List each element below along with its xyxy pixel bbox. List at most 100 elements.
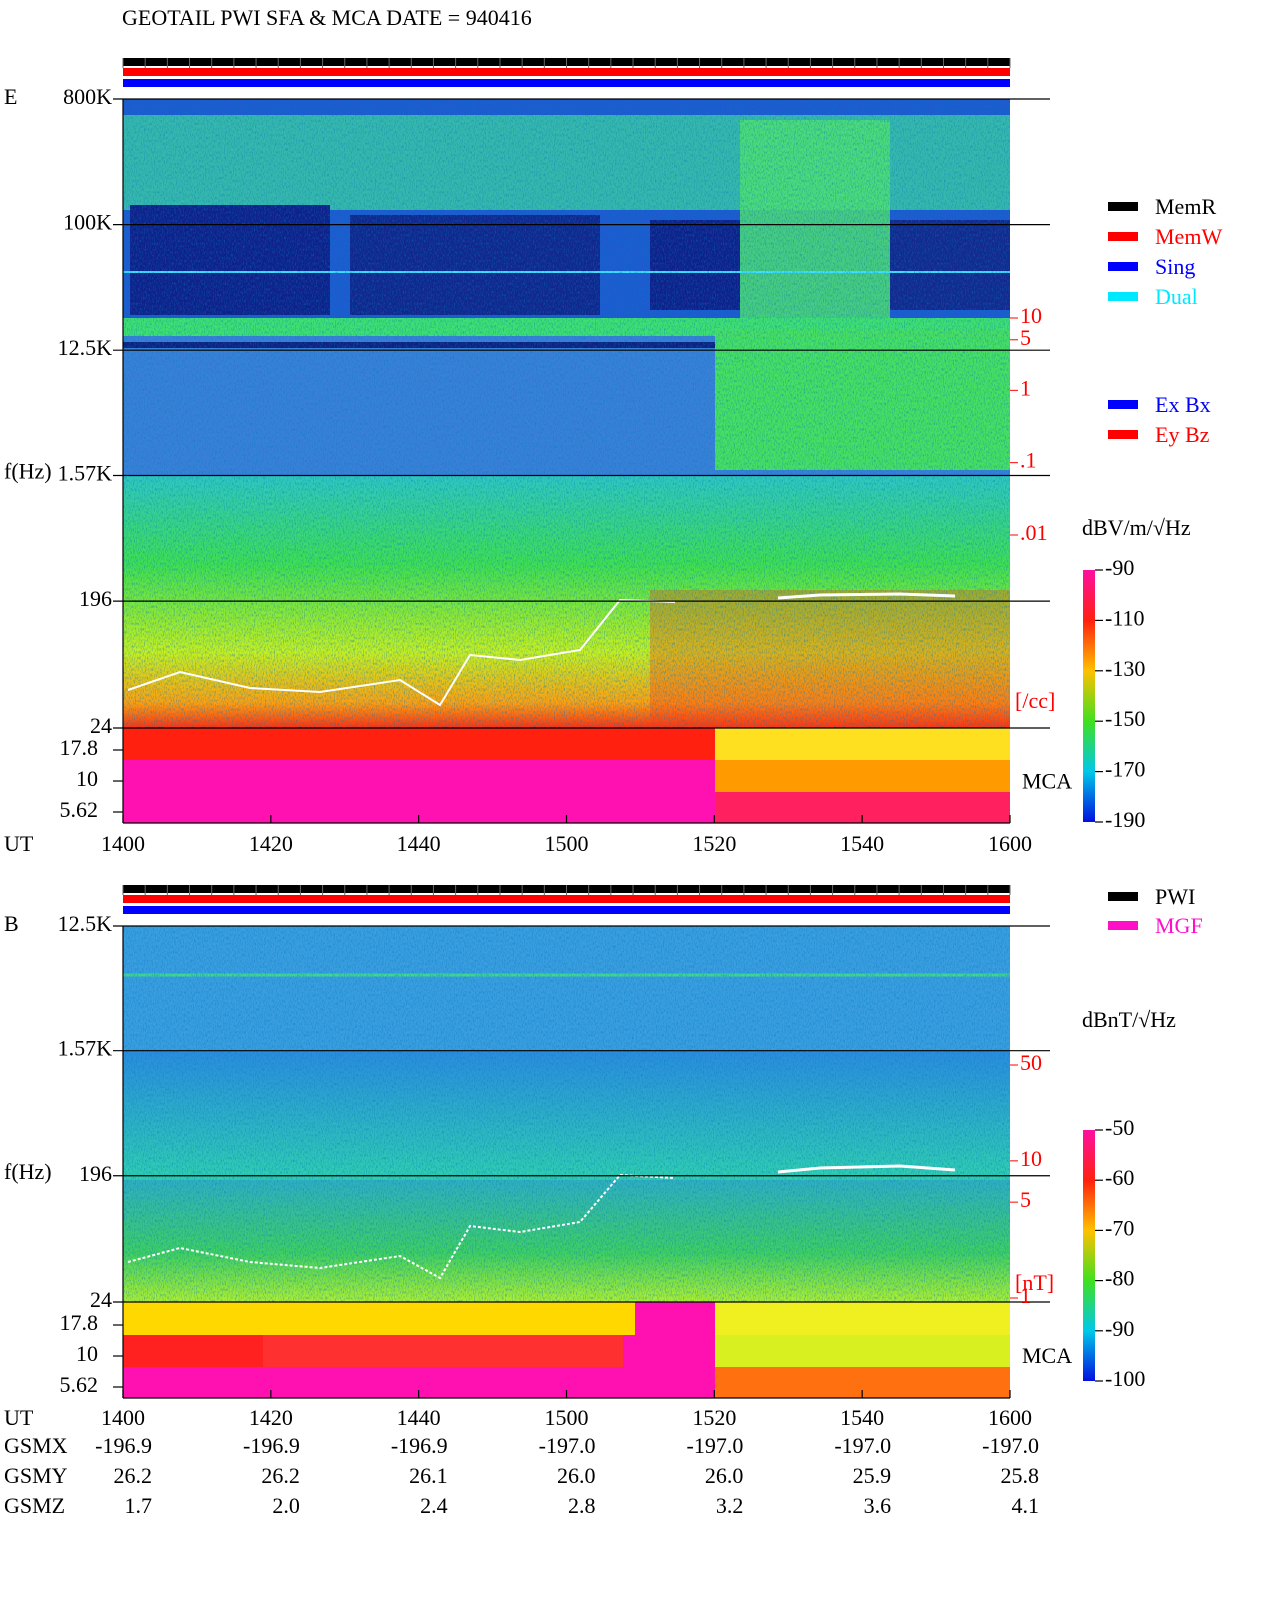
spectrogram-e (123, 99, 1010, 823)
x-tick-label: 1540 (840, 1405, 884, 1430)
legend-swatch (1108, 921, 1138, 930)
orbit-value: 26.1 (409, 1463, 448, 1488)
y-tick-label: 100K (63, 210, 112, 235)
legend-label: Sing (1155, 254, 1195, 279)
x-tick-label: 1400 (101, 831, 145, 856)
orbit-label: GSMY (4, 1463, 68, 1488)
orbit-value: 3.2 (716, 1493, 744, 1518)
orbit-value: -197.0 (539, 1433, 596, 1458)
orbit-value: 2.4 (420, 1493, 448, 1518)
x-tick-label: 1520 (692, 1405, 736, 1430)
orbit-value: 26.2 (261, 1463, 300, 1488)
x-tick-label: 1520 (692, 831, 736, 856)
colorbar-tick-label: -170 (1105, 757, 1145, 782)
colorbar (1083, 1130, 1095, 1381)
orbit-value: 3.6 (864, 1493, 892, 1518)
mca-tick-label: 17.8 (60, 735, 99, 760)
colorbar-tick-label: -60 (1105, 1165, 1134, 1190)
orbit-value: 26.0 (557, 1463, 596, 1488)
mca-tick-label: 5.62 (60, 1372, 99, 1397)
legend-swatch (1108, 430, 1138, 439)
orbit-value: 26.2 (114, 1463, 153, 1488)
colorbar-tick-label: -150 (1105, 706, 1145, 731)
spectrogram-b (123, 926, 1010, 1398)
orbit-value: -197.0 (687, 1433, 744, 1458)
colorbar-tick-label: -130 (1105, 656, 1145, 681)
panel-label: E (4, 84, 17, 109)
orbit-value: -196.9 (243, 1433, 300, 1458)
legend-label: MGF (1155, 913, 1203, 938)
orbit-value: 26.0 (705, 1463, 744, 1488)
orbit-value: -196.9 (391, 1433, 448, 1458)
mca-tick-label: 10 (76, 1341, 98, 1366)
orbit-value: 2.0 (272, 1493, 300, 1518)
y-tick-label: 800K (63, 84, 112, 109)
x-tick-label: 1440 (397, 1405, 441, 1430)
y2-tick-label: 10 (1020, 1146, 1042, 1171)
y2-tick-label: 5 (1020, 325, 1031, 350)
status-bar (123, 68, 1010, 76)
panel-label: B (4, 911, 19, 936)
y2-tick-label: 1 (1020, 375, 1031, 400)
y2-tick-label: .1 (1020, 448, 1037, 473)
x-tick-label: 1400 (101, 1405, 145, 1430)
y2-tick-label: 1 (1020, 1283, 1031, 1308)
colorbar-tick-label: -100 (1105, 1366, 1145, 1391)
mca-label: MCA (1022, 1343, 1072, 1368)
x-tick-label: 1500 (545, 831, 589, 856)
orbit-value: 25.9 (853, 1463, 892, 1488)
x-tick-label: 1540 (840, 831, 884, 856)
y-tick-label: 1.57K (58, 461, 113, 486)
status-bar (123, 79, 1010, 87)
mca-tick-label: 10 (76, 766, 98, 791)
orbit-value: -197.0 (834, 1433, 891, 1458)
legend-label: Ey Bz (1155, 422, 1210, 447)
status-bar (123, 895, 1010, 903)
y-tick-label: 196 (79, 1161, 112, 1186)
y-tick-label: 12.5K (58, 335, 113, 360)
y2-tick-label: .01 (1020, 520, 1048, 545)
legend-swatch (1108, 400, 1138, 409)
orbit-label: GSMX (4, 1433, 68, 1458)
y2-tick-label: 5 (1020, 1187, 1031, 1212)
orbit-label: GSMZ (4, 1493, 65, 1518)
x-axis-label: UT (4, 831, 34, 856)
x-tick-label: 1600 (988, 831, 1032, 856)
legend-label: MemW (1155, 224, 1222, 249)
legend-swatch (1108, 292, 1138, 301)
mca-label: MCA (1022, 769, 1072, 794)
legend-swatch (1108, 232, 1138, 241)
y-axis-label: f(Hz) (4, 1159, 52, 1184)
mca-tick-label: 17.8 (60, 1310, 99, 1335)
y-tick-label: 12.5K (58, 911, 113, 936)
legend-label: MemR (1155, 194, 1216, 219)
colorbar (1083, 570, 1095, 822)
mca-tick-label: 5.62 (60, 797, 99, 822)
legend-label: PWI (1155, 884, 1195, 909)
legend-swatch (1108, 202, 1138, 211)
colorbar-tick-label: -90 (1105, 555, 1134, 580)
orbit-value: 4.1 (1012, 1493, 1040, 1518)
colorbar-label: dBV/m/√Hz (1082, 515, 1191, 540)
colorbar-tick-label: -50 (1105, 1115, 1134, 1140)
legend-label: Ex Bx (1155, 392, 1211, 417)
colorbar-tick-label: -190 (1105, 807, 1145, 832)
x-tick-label: 1600 (988, 1405, 1032, 1430)
x-tick-label: 1420 (249, 1405, 293, 1430)
y-axis-label: f(Hz) (4, 459, 52, 484)
orbit-value: 2.8 (568, 1493, 596, 1518)
status-bar (123, 906, 1010, 914)
y2-tick-label: 50 (1020, 1050, 1042, 1075)
legend-label: Dual (1155, 284, 1198, 309)
legend-swatch (1108, 262, 1138, 271)
title: GEOTAIL PWI SFA & MCA DATE = 940416 (122, 5, 532, 30)
legend-swatch (1108, 892, 1138, 901)
orbit-value: 25.8 (1001, 1463, 1040, 1488)
colorbar-tick-label: -110 (1105, 605, 1145, 630)
orbit-value: 1.7 (125, 1493, 153, 1518)
colorbar-tick-label: -80 (1105, 1266, 1134, 1291)
y2-label: [nT] (1015, 1270, 1054, 1295)
x-tick-label: 1500 (545, 1405, 589, 1430)
y2-tick-label: 10 (1020, 303, 1042, 328)
